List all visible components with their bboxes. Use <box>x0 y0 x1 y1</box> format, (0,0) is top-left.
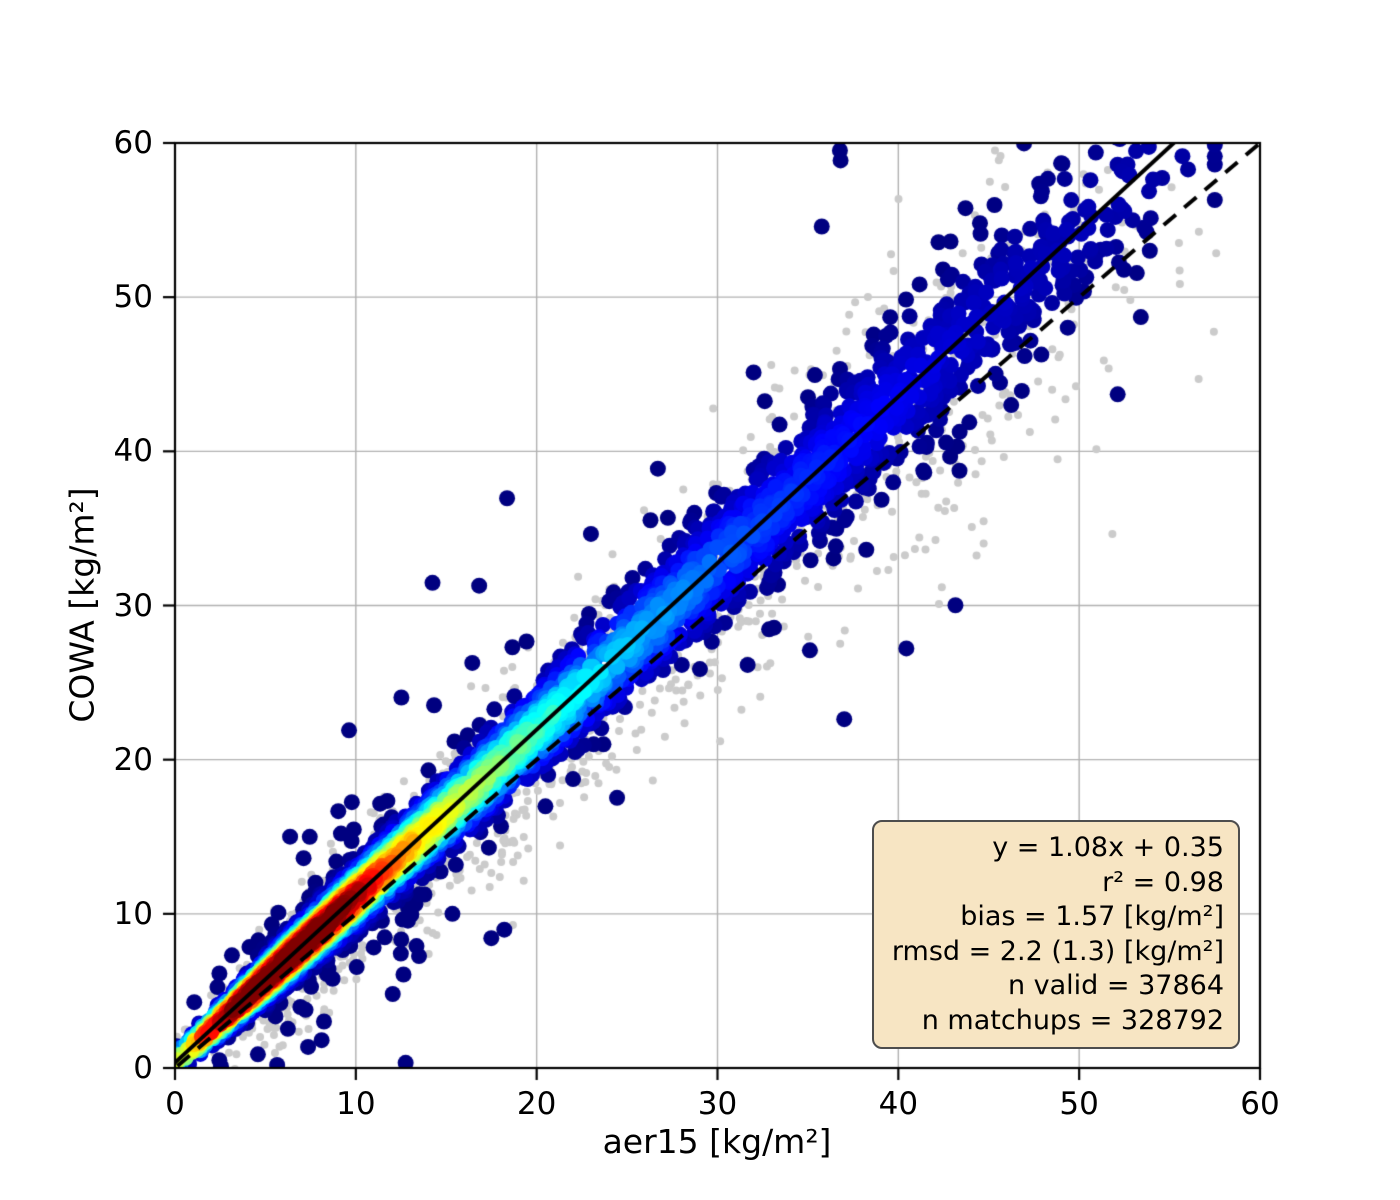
x-tick-label: 30 <box>697 1086 738 1122</box>
x-axis-label: aer15 [kg/m²] <box>602 1122 832 1161</box>
y-tick-label: 60 <box>113 125 153 161</box>
y-tick-label: 50 <box>113 279 153 316</box>
x-tick-label: 10 <box>336 1086 376 1122</box>
stats-line-r2: r² = 0.98 <box>1102 866 1224 898</box>
stats-line-equation: y = 1.08x + 0.35 <box>992 832 1224 863</box>
stats-line-bias: bias = 1.57 [kg/m²] <box>960 901 1224 932</box>
x-tick-label: 50 <box>1059 1086 1099 1122</box>
y-tick-label: 20 <box>113 741 153 778</box>
y-tick-label: 30 <box>113 587 153 624</box>
stats-line-nmatchups: n matchups = 328792 <box>921 1004 1224 1036</box>
y-tick-label: 40 <box>113 433 153 470</box>
y-tick-label: 10 <box>113 895 153 932</box>
x-tick-label: 60 <box>1240 1086 1280 1122</box>
x-tick-label: 40 <box>878 1086 919 1122</box>
y-tick-label: 0 <box>133 1050 153 1086</box>
x-tick-label: 0 <box>165 1086 185 1122</box>
stats-line-nvalid: n valid = 37864 <box>1007 970 1224 1001</box>
stats-line-rmsd: rmsd = 2.2 (1.3) [kg/m²] <box>891 935 1224 967</box>
stats-annotation-box: y = 1.08x + 0.35 r² = 0.98 bias = 1.57 [… <box>872 820 1240 1049</box>
x-tick-label: 20 <box>516 1086 557 1122</box>
y-axis-label: COWA [kg/m²] <box>62 487 102 723</box>
